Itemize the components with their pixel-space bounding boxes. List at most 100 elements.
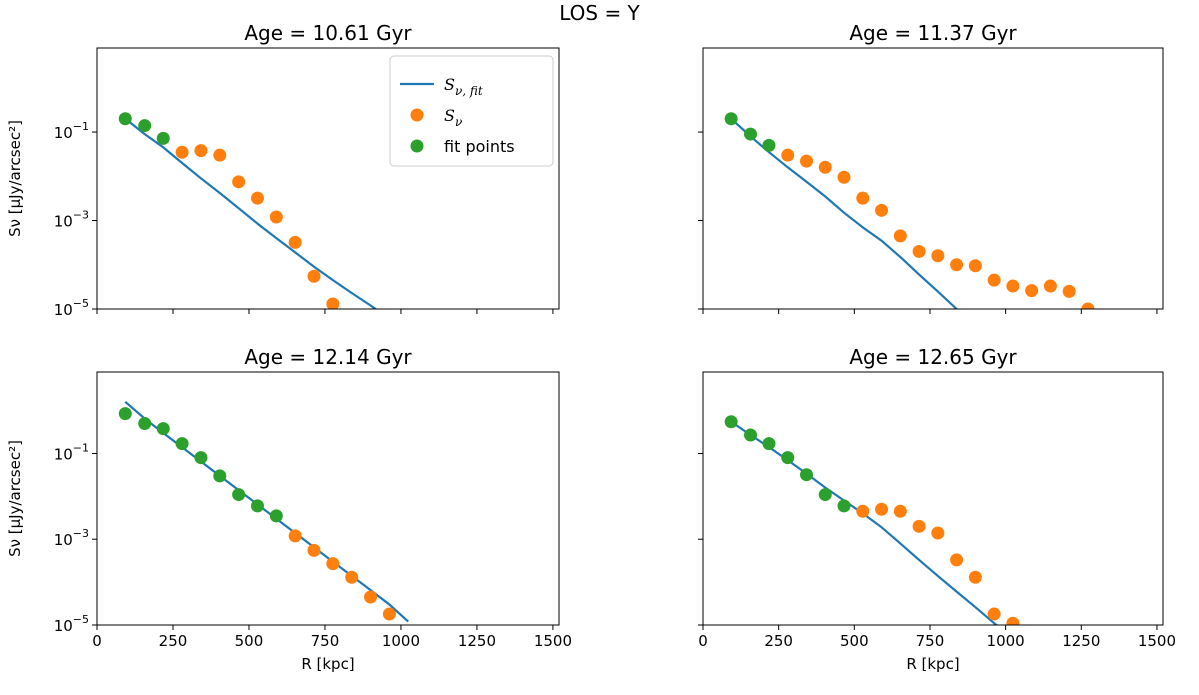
x-tick-label: 500 [840,632,869,650]
subplot-4: Age = 12.65 Gyr 0 250 500 750 1000 1250 1500 R [… [698,345,1176,673]
fit-line [124,400,409,623]
axes-frame [96,47,560,310]
data-point [382,607,396,621]
data-point [1062,284,1076,298]
x-axis-label: R [kpc] [301,655,354,673]
axes-frame [702,47,1164,310]
data-point [781,148,795,162]
x-tick-label: 1500 [1138,632,1176,650]
x-tick-label: 1250 [458,632,496,650]
data-point [856,504,870,518]
subplot-3: Age = 12.14 Gyr 0 250 500 750 1000 1250 1500 10−… [6,345,572,673]
fit-point [156,131,170,145]
x-axis-label: R [kpc] [906,655,959,673]
fit-point [724,112,738,126]
data-point [1043,279,1057,293]
fit-point [213,469,227,483]
plot-area [724,112,1095,309]
x-tick-label: 250 [764,632,793,650]
data-point [1006,279,1020,293]
fit-line [124,117,378,309]
data-point [912,244,926,258]
data-point [818,160,832,174]
fit-point [118,407,132,421]
fit-point [724,415,738,429]
fit-point [138,417,152,431]
subplot-title: Age = 11.37 Gyr [849,21,1017,45]
subplot-2: Age = 11.37 Gyr [698,21,1164,314]
data-point [800,154,813,168]
data-point [250,191,264,205]
data-point [1081,302,1095,309]
fit-point [118,112,132,126]
x-tick-label: 1250 [1062,632,1100,650]
data-point [931,526,945,540]
data-point [194,144,208,158]
data-point [893,504,907,518]
y-axis-label: Sν [μJy/arcsec²] [6,120,24,237]
x-tick-label: 0 [698,632,708,650]
fit-point [156,422,170,436]
data-point [912,519,926,533]
axes-frame [702,371,1164,626]
fit-point [762,437,776,451]
fit-line [730,117,959,309]
y-tick-label: 10−1 [54,120,89,142]
fit-point [175,437,189,451]
data-point [875,203,889,217]
data-point [288,235,302,249]
data-point [307,543,321,557]
y-tick-label: 10−5 [54,297,89,319]
x-tick-label: 1000 [987,632,1025,650]
fit-point [837,499,851,513]
x-tick-label: 250 [159,632,188,650]
data-point [364,590,378,604]
data-point [345,570,359,584]
data-point [950,258,964,272]
data-point [326,557,340,571]
fit-point [250,499,264,513]
axes-frame [96,371,560,626]
legend-data-swatch [410,108,424,122]
data-point [175,145,189,159]
data-point [213,148,227,162]
data-point [931,249,945,263]
data-point [968,259,982,273]
fit-point [138,119,152,133]
fit-point [781,451,795,465]
plot-area [118,112,378,309]
subplot-title: Age = 10.61 Gyr [244,21,412,45]
fit-point [194,451,208,465]
y-tick-label: 10−3 [54,527,89,549]
y-tick-label: 10−5 [54,613,89,635]
data-point [307,269,321,283]
data-point [893,229,907,243]
x-tick-label: 1500 [534,632,572,650]
data-point [950,553,964,567]
fit-point [269,509,283,523]
fit-line [730,420,999,625]
x-tick-label: 500 [235,632,264,650]
y-tick-label: 10−1 [54,441,89,463]
subplot-title: Age = 12.65 Gyr [849,345,1017,369]
legend-label-fitpts: fit points [444,137,515,156]
x-tick-label: 1000 [382,632,420,650]
fit-point [744,428,758,442]
data-point [232,175,246,189]
plot-area [724,415,1020,625]
data-point [1025,284,1039,298]
x-tick-label: 750 [916,632,945,650]
data-point [968,570,982,584]
data-point [269,210,283,224]
fit-point [800,468,813,482]
legend-fitpts-swatch [410,139,424,153]
y-tick-label: 10−3 [54,209,89,231]
data-point [837,170,851,184]
data-point [987,607,1001,621]
x-tick-label: 0 [92,632,102,650]
subplot-title: Age = 12.14 Gyr [244,345,412,369]
y-axis-label: Sν [μJy/arcsec²] [6,440,24,557]
figure-suptitle: LOS = Y [559,1,640,25]
fit-point [818,488,832,502]
